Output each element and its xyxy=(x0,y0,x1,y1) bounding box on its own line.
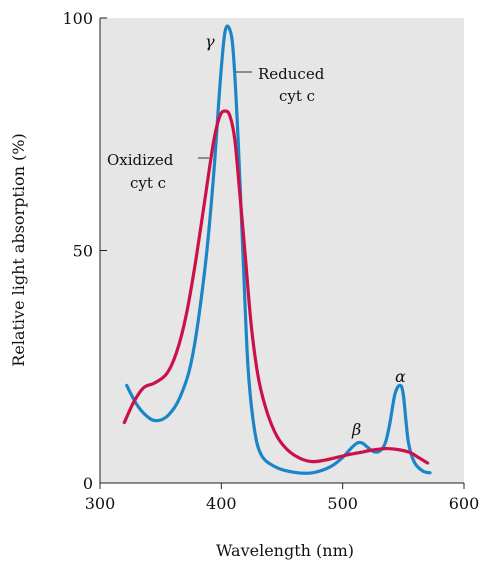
y-axis-title: Relative light absorption (%) xyxy=(9,133,28,366)
x-tick-label: 300 xyxy=(85,494,116,513)
x-ticks: 300 400 500 600 xyxy=(85,483,480,513)
gamma-label: γ xyxy=(205,32,215,51)
x-tick-label: 500 xyxy=(327,494,358,513)
alpha-label: α xyxy=(395,367,406,386)
reduced-label-line2: cyt c xyxy=(279,87,315,105)
series-line-reduced xyxy=(125,24,432,475)
series-group xyxy=(122,24,432,475)
reduced-label-line1: Reduced xyxy=(258,65,325,83)
oxidized-label-line2: cyt c xyxy=(130,174,166,192)
y-tick-label: 100 xyxy=(62,9,93,28)
beta-label: β xyxy=(351,420,361,439)
x-tick-label: 600 xyxy=(449,494,480,513)
y-ticks: 0 50 100 xyxy=(62,9,107,493)
y-tick-label: 0 xyxy=(83,474,93,493)
x-tick-label: 400 xyxy=(206,494,237,513)
y-tick-label: 50 xyxy=(73,242,93,261)
oxidized-label-line1: Oxidized xyxy=(107,151,174,169)
series-line-oxidized xyxy=(122,109,430,465)
x-axis-title: Wavelength (nm) xyxy=(216,541,354,560)
